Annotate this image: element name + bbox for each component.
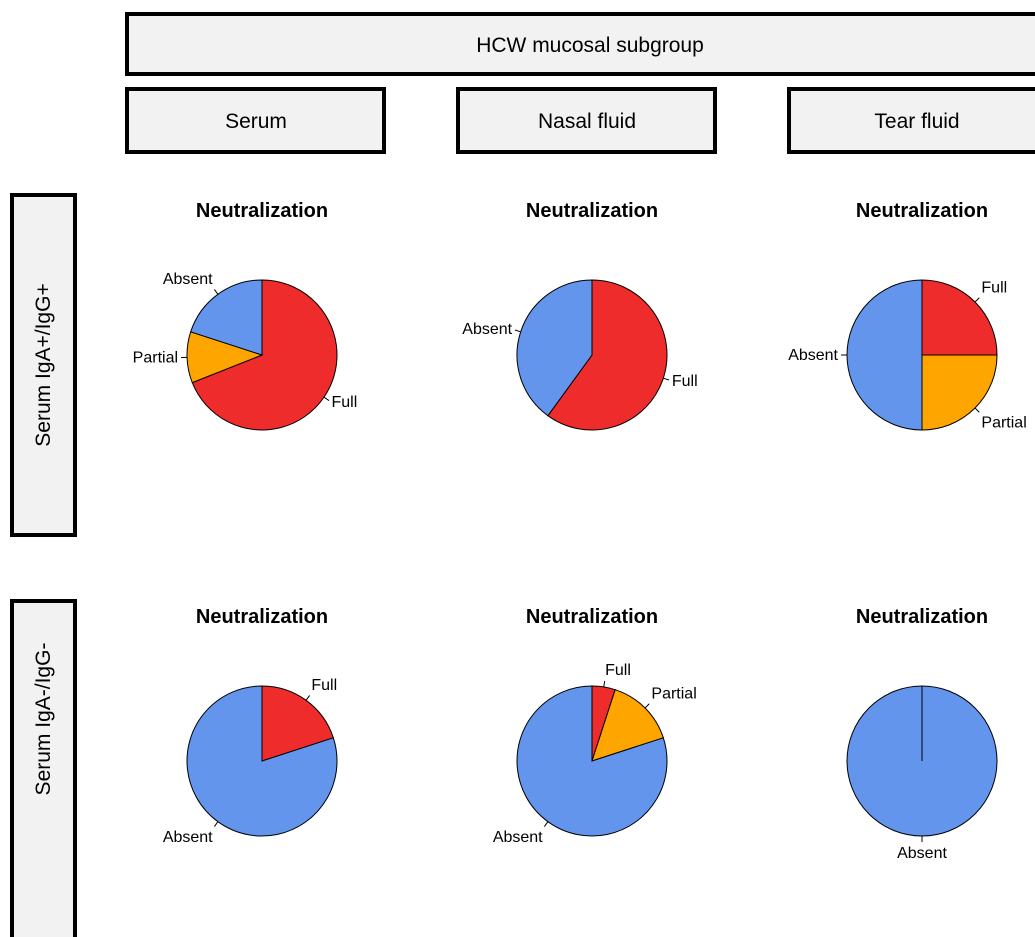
pie-serum-iga-igg-nasal-fluid: Neutralization Full Partial Absent <box>493 606 697 846</box>
slice-label-absent: Absent <box>462 321 512 338</box>
row-label-negative: Serum IgA-/IgG- <box>32 643 55 796</box>
pie-title: Neutralization <box>196 200 328 222</box>
pie-serum-iga-igg-tear-fluid: Neutralization Absent <box>846 606 998 862</box>
label-leader <box>543 821 549 827</box>
slice-label-partial: Partial <box>133 350 178 367</box>
pie-serum-iga-igg-tear-fluid: Neutralization Full Partial Absent <box>788 200 1027 431</box>
column-label-serum: Serum <box>225 110 287 133</box>
row-strip-positive: Serum IgA+/IgG+ <box>10 193 77 537</box>
row-strip-negative: Serum IgA-/IgG- <box>10 599 77 937</box>
column-strip-serum: Serum <box>125 87 386 154</box>
slice-label-absent: Absent <box>493 829 543 846</box>
pie-title: Neutralization <box>856 200 988 222</box>
row-strip-box <box>10 599 77 937</box>
label-leader <box>323 396 330 401</box>
column-label-tear: Tear fluid <box>874 110 959 133</box>
slice-label-absent: Absent <box>897 845 947 862</box>
row-strip-box <box>10 193 77 537</box>
pie-panels: NeutralizationFullPartialAbsentNeutraliz… <box>133 200 1027 862</box>
slice-label-partial: Partial <box>651 686 696 703</box>
column-strip-tear: Tear fluid <box>787 87 1035 154</box>
label-leader <box>974 297 980 303</box>
row-label-positive: Serum IgA+/IgG+ <box>32 283 55 446</box>
label-leader <box>213 289 219 295</box>
header-title: HCW mucosal subgroup <box>476 34 704 57</box>
slice-label-absent: Absent <box>788 347 838 364</box>
label-leader <box>603 680 606 688</box>
pie-serum-iga-igg-serum: Neutralization Full Partial Absent <box>133 200 357 431</box>
header-strip-box <box>125 12 1035 76</box>
pie-slice-full <box>261 685 334 762</box>
slice-label-full: Full <box>981 280 1007 297</box>
pie-slice-absent <box>516 685 668 837</box>
pie-serum-iga-igg-nasal-fluid: Neutralization Full Absent <box>462 200 698 431</box>
pie-title: Neutralization <box>526 606 658 628</box>
pie-slice-absent <box>516 279 593 417</box>
pie-slice-absent <box>846 279 923 431</box>
slice-label-full: Full <box>672 373 698 390</box>
label-leader <box>663 377 670 381</box>
slice-label-full: Full <box>311 677 337 694</box>
pie-title: Neutralization <box>856 606 988 628</box>
label-leader <box>974 407 980 413</box>
column-strip-box <box>787 87 1035 154</box>
column-label-nasal: Nasal fluid <box>538 110 636 133</box>
label-leader <box>514 329 521 333</box>
column-strip-box <box>456 87 717 154</box>
pie-title: Neutralization <box>526 200 658 222</box>
header-strip: HCW mucosal subgroup <box>125 12 1035 76</box>
slice-label-full: Full <box>331 394 357 411</box>
pie-slice-partial <box>921 354 998 431</box>
pie-title: Neutralization <box>196 606 328 628</box>
pie-slice-absent <box>186 685 338 837</box>
label-leader <box>213 821 219 827</box>
slice-label-absent: Absent <box>163 271 213 288</box>
slice-label-absent: Absent <box>163 829 213 846</box>
pie-slice-absent <box>190 279 263 356</box>
label-leader <box>644 703 650 709</box>
column-strip-box <box>125 87 386 154</box>
pie-serum-iga-igg-serum: Neutralization Full Absent <box>163 606 338 846</box>
column-strip-nasal: Nasal fluid <box>456 87 717 154</box>
pie-slice-full <box>921 279 998 356</box>
slice-label-full: Full <box>605 662 631 679</box>
label-leader <box>305 695 311 701</box>
slice-label-partial: Partial <box>981 414 1026 431</box>
